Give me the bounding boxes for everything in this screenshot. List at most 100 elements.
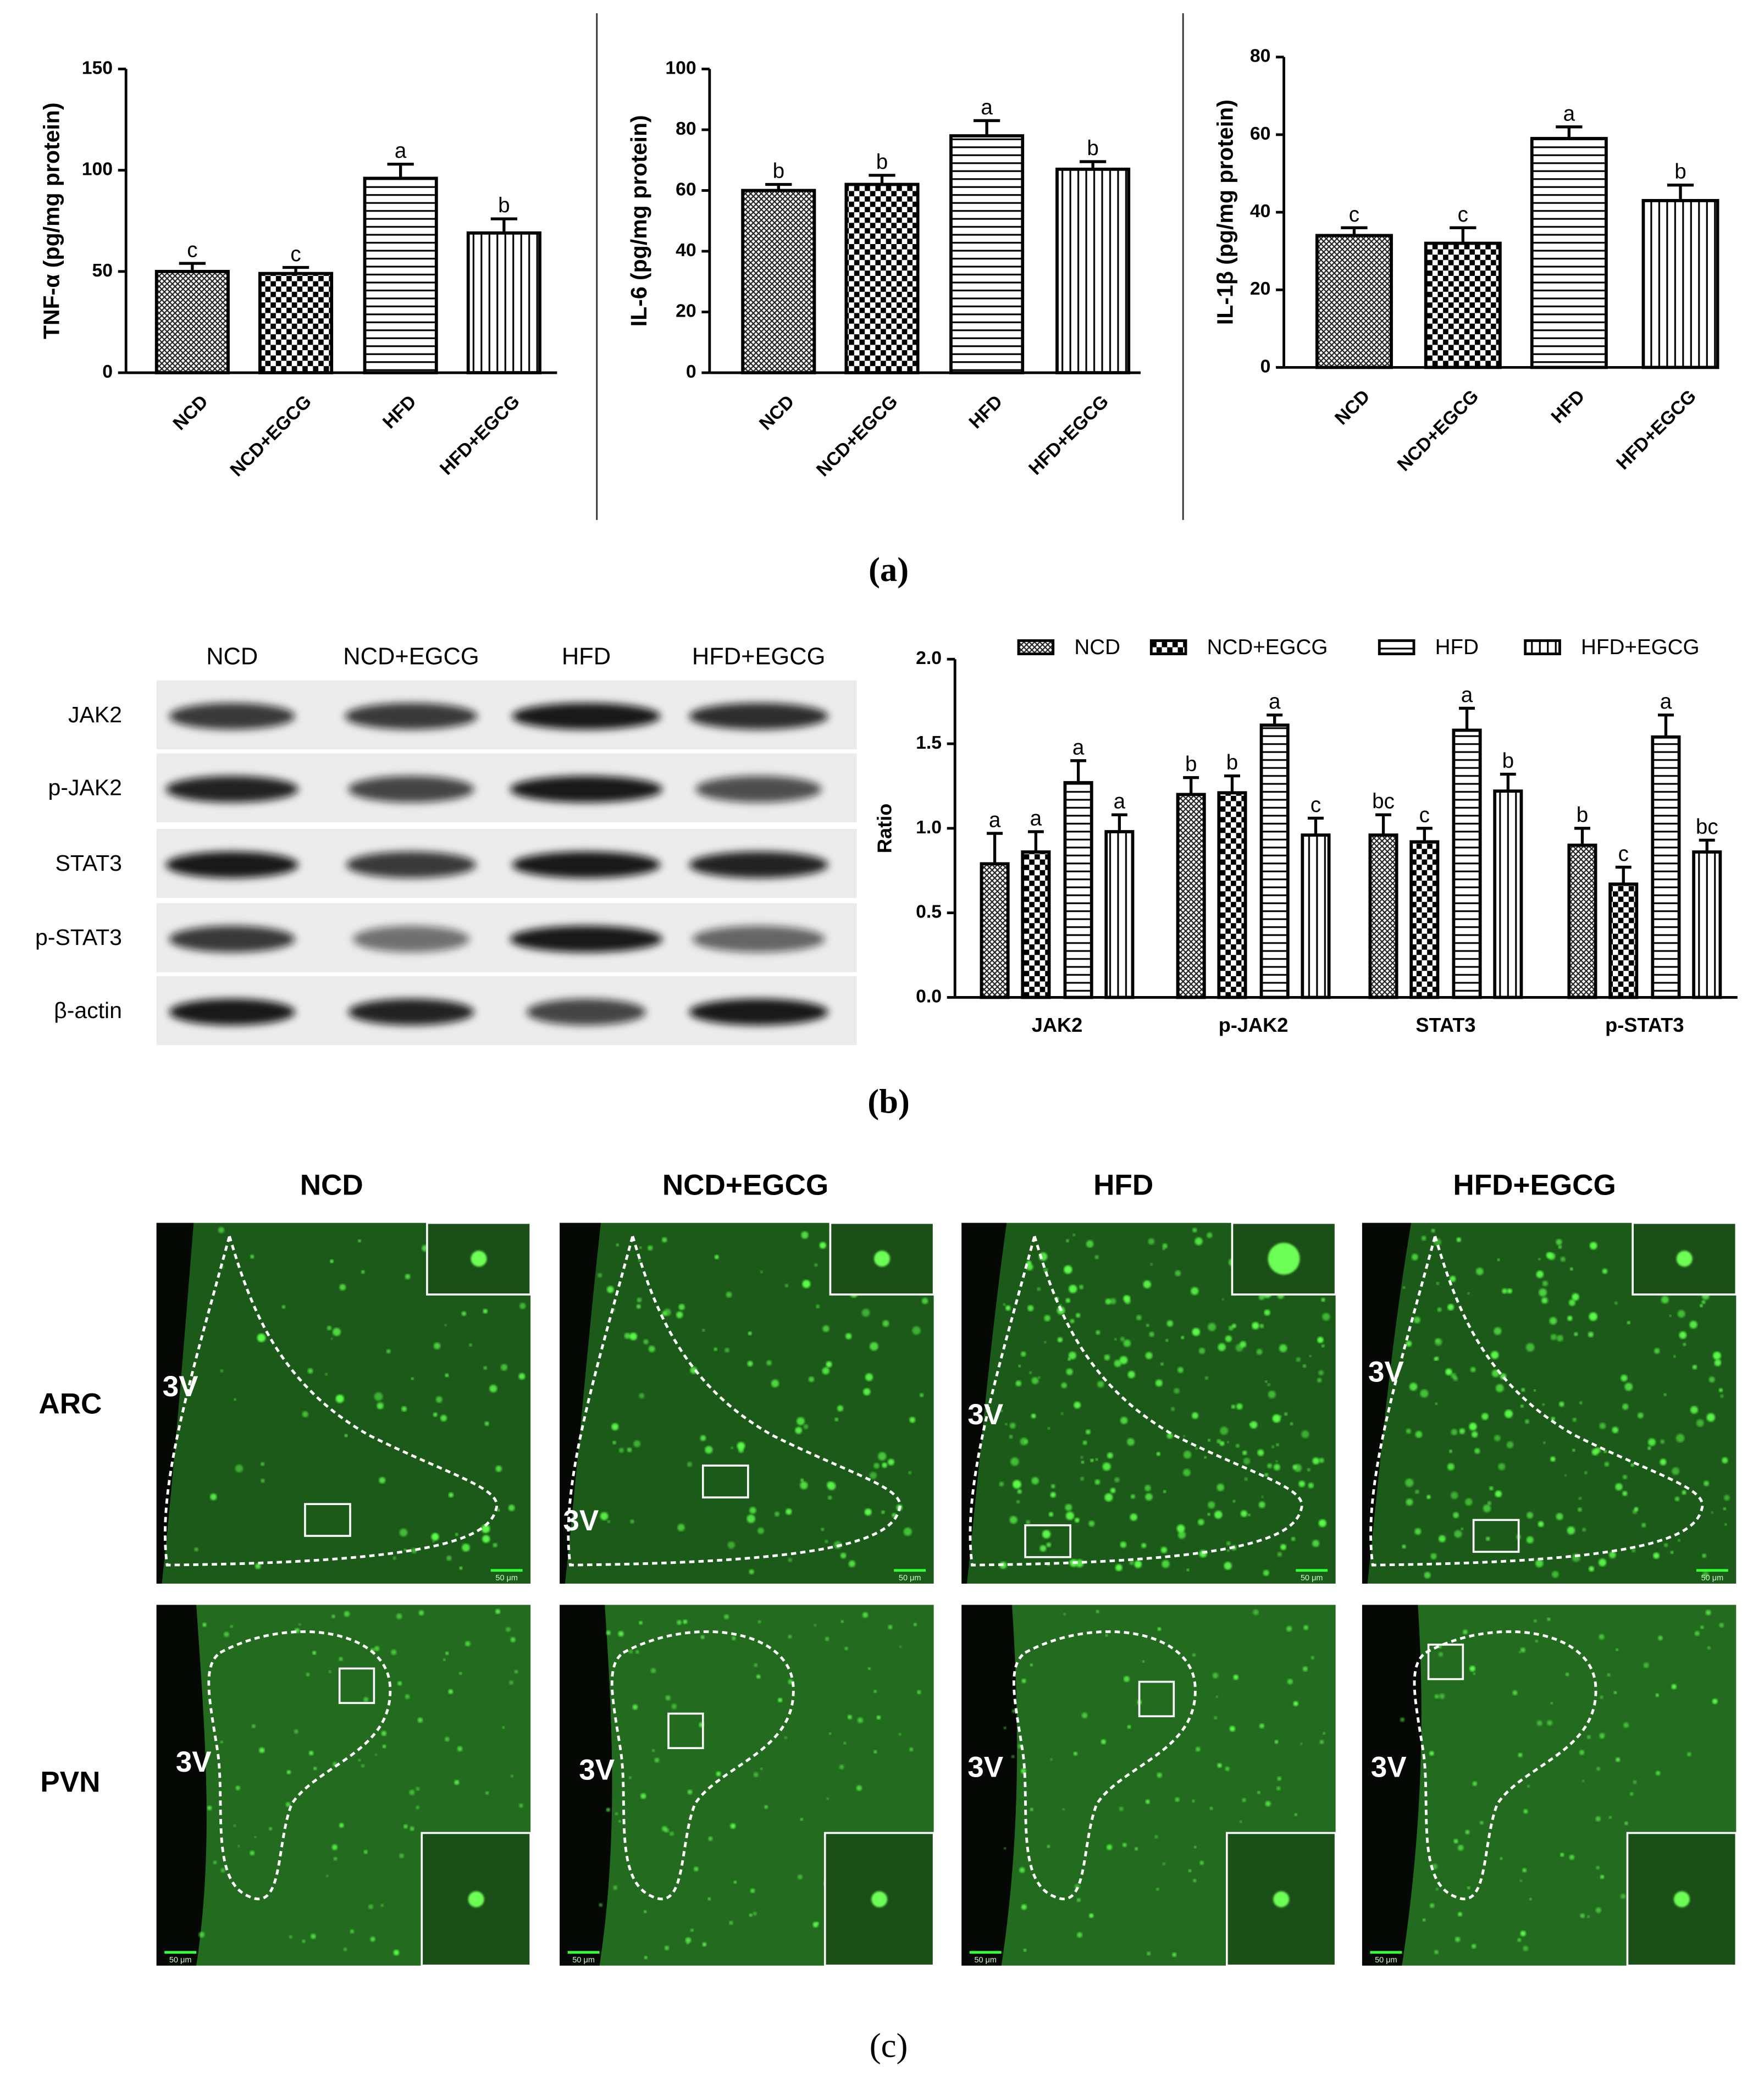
region-outline xyxy=(567,1231,902,1567)
cell xyxy=(1162,1247,1165,1251)
cell xyxy=(1225,1335,1232,1342)
cell xyxy=(1654,1348,1660,1354)
cell xyxy=(432,1540,435,1543)
cell xyxy=(1435,1338,1442,1346)
cell xyxy=(1621,1374,1628,1381)
cell xyxy=(1142,1660,1145,1663)
panel-label: (c) xyxy=(870,2026,908,2065)
roi-box xyxy=(1427,1644,1464,1680)
cell xyxy=(1122,1843,1127,1847)
cell xyxy=(237,1845,240,1848)
cell xyxy=(1030,1807,1033,1811)
cell xyxy=(502,1726,505,1729)
significance-label: b xyxy=(498,194,510,218)
cell xyxy=(1174,1388,1180,1394)
cell xyxy=(1064,1265,1072,1274)
inset-cell xyxy=(1673,1891,1690,1907)
cell xyxy=(819,1242,826,1249)
cell xyxy=(1476,1268,1484,1275)
cell xyxy=(1577,1507,1582,1512)
cell xyxy=(1120,1541,1126,1548)
significance-label: b xyxy=(1502,749,1514,773)
error-bar xyxy=(1267,714,1283,726)
cell xyxy=(863,1388,871,1396)
cell xyxy=(1235,1444,1240,1448)
cell xyxy=(1579,1401,1583,1404)
cell xyxy=(757,1527,764,1534)
bar xyxy=(1641,199,1719,369)
bar xyxy=(1409,840,1440,999)
cell xyxy=(501,1364,508,1371)
cell xyxy=(1559,1401,1564,1407)
cell xyxy=(1192,1653,1196,1657)
cell xyxy=(1615,1483,1623,1491)
cell xyxy=(1572,1448,1575,1452)
cell xyxy=(1614,1301,1618,1305)
cell xyxy=(1123,1295,1130,1302)
y-tick-label: 50 xyxy=(92,260,113,281)
cell xyxy=(1520,1931,1526,1937)
cell xyxy=(837,1405,843,1412)
cell xyxy=(403,1824,408,1829)
cell xyxy=(898,1733,902,1736)
cell xyxy=(1660,1439,1665,1444)
cell xyxy=(1307,1468,1310,1472)
cell xyxy=(1629,1792,1634,1796)
y-axis-label: TNF-α (pg/mg protein) xyxy=(38,103,64,340)
y-tick-label: 80 xyxy=(1250,46,1271,67)
error-bar xyxy=(1657,714,1674,737)
cell xyxy=(1026,1520,1030,1524)
cell xyxy=(1047,1845,1050,1848)
cell xyxy=(1463,1629,1468,1635)
bar xyxy=(1176,793,1206,999)
cell xyxy=(1495,1384,1504,1392)
cell xyxy=(882,1320,889,1327)
cell xyxy=(1519,1879,1523,1882)
cell xyxy=(1522,1868,1527,1873)
cell xyxy=(1102,1462,1111,1471)
cell xyxy=(1236,1403,1243,1410)
cell xyxy=(1276,1786,1281,1791)
cell xyxy=(207,1806,212,1811)
cell xyxy=(1038,1376,1041,1379)
cell xyxy=(1426,1495,1431,1499)
cell xyxy=(599,1903,603,1907)
cell xyxy=(1664,1543,1668,1547)
cell xyxy=(778,1697,783,1702)
cell xyxy=(1292,1464,1297,1469)
cell xyxy=(1469,1423,1477,1431)
cell xyxy=(1016,1500,1020,1504)
cell xyxy=(455,1533,458,1536)
cell xyxy=(1599,1423,1606,1429)
cell xyxy=(731,1446,733,1450)
cell xyxy=(686,1942,689,1945)
cell xyxy=(368,1904,373,1910)
cell xyxy=(1704,1480,1709,1486)
cell xyxy=(1494,1435,1501,1441)
cell xyxy=(1517,1938,1522,1942)
cell xyxy=(1096,1330,1101,1335)
x-tick-label: NCD+EGCG xyxy=(812,391,902,480)
cell xyxy=(1481,1413,1489,1420)
cell xyxy=(1120,1336,1125,1342)
cell xyxy=(1215,1695,1218,1698)
cell xyxy=(1549,1317,1557,1325)
error-bar xyxy=(1070,759,1087,783)
cell xyxy=(1162,1862,1165,1866)
cell xyxy=(1096,1610,1099,1613)
cell xyxy=(1572,1418,1577,1422)
cell xyxy=(1081,1712,1088,1718)
cell xyxy=(788,1558,792,1562)
cell xyxy=(707,1897,711,1901)
cell xyxy=(391,1649,397,1655)
cell xyxy=(1520,1647,1525,1653)
cell xyxy=(643,1339,649,1345)
cell xyxy=(797,1417,805,1425)
y-tick-label: 100 xyxy=(665,57,696,78)
micrograph: 3V 50 μm xyxy=(560,1221,935,1584)
cell xyxy=(1227,1549,1230,1552)
cell xyxy=(333,1328,341,1336)
cell xyxy=(1624,1821,1628,1826)
cell xyxy=(757,1620,761,1624)
cell xyxy=(1523,1945,1529,1951)
